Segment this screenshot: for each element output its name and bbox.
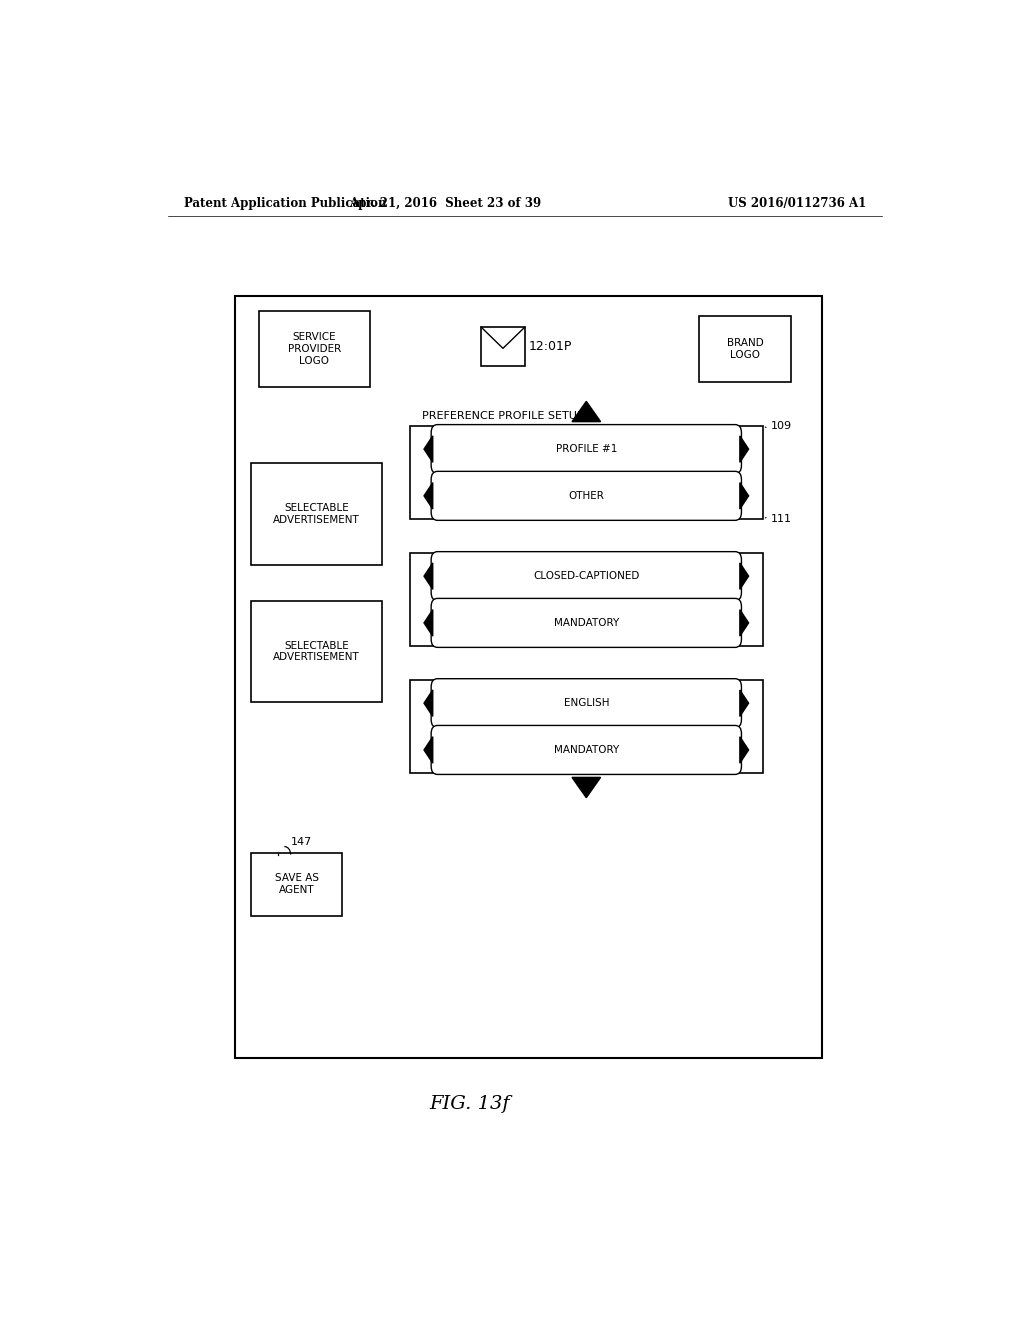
Text: US 2016/0112736 A1: US 2016/0112736 A1 bbox=[728, 197, 866, 210]
FancyBboxPatch shape bbox=[431, 471, 741, 520]
FancyBboxPatch shape bbox=[236, 296, 822, 1057]
Text: PROFILE #1: PROFILE #1 bbox=[556, 444, 617, 454]
FancyBboxPatch shape bbox=[410, 553, 763, 647]
FancyBboxPatch shape bbox=[251, 601, 382, 702]
Polygon shape bbox=[572, 777, 601, 797]
Polygon shape bbox=[424, 690, 433, 717]
Polygon shape bbox=[424, 562, 433, 589]
Polygon shape bbox=[424, 436, 433, 462]
Text: SELECTABLE
ADVERTISEMENT: SELECTABLE ADVERTISEMENT bbox=[273, 640, 359, 663]
FancyBboxPatch shape bbox=[431, 678, 741, 727]
FancyBboxPatch shape bbox=[259, 312, 370, 387]
Text: MANDATORY: MANDATORY bbox=[554, 744, 618, 755]
Text: OTHER: OTHER bbox=[568, 491, 604, 500]
Polygon shape bbox=[424, 610, 433, 636]
Text: 111: 111 bbox=[771, 515, 792, 524]
Text: Patent Application Publication: Patent Application Publication bbox=[183, 197, 386, 210]
Polygon shape bbox=[572, 401, 601, 421]
Polygon shape bbox=[424, 737, 433, 763]
Polygon shape bbox=[740, 690, 749, 717]
FancyBboxPatch shape bbox=[410, 680, 763, 774]
Text: BRAND
LOGO: BRAND LOGO bbox=[727, 338, 764, 360]
FancyBboxPatch shape bbox=[431, 552, 741, 601]
Text: 147: 147 bbox=[291, 837, 312, 846]
Text: FIG. 13f: FIG. 13f bbox=[429, 1094, 510, 1113]
Text: ENGLISH: ENGLISH bbox=[563, 698, 609, 709]
Text: SELECTABLE
ADVERTISEMENT: SELECTABLE ADVERTISEMENT bbox=[273, 503, 359, 525]
FancyBboxPatch shape bbox=[431, 425, 741, 474]
Polygon shape bbox=[740, 562, 749, 589]
FancyBboxPatch shape bbox=[251, 463, 382, 565]
Polygon shape bbox=[424, 483, 433, 510]
Polygon shape bbox=[740, 737, 749, 763]
Text: PREFERENCE PROFILE SETUP: PREFERENCE PROFILE SETUP bbox=[422, 411, 584, 421]
Polygon shape bbox=[740, 610, 749, 636]
Text: 12:01P: 12:01P bbox=[528, 341, 572, 352]
FancyBboxPatch shape bbox=[251, 853, 342, 916]
FancyBboxPatch shape bbox=[481, 327, 524, 366]
Text: 109: 109 bbox=[771, 421, 792, 430]
FancyBboxPatch shape bbox=[431, 598, 741, 647]
Text: Apr. 21, 2016  Sheet 23 of 39: Apr. 21, 2016 Sheet 23 of 39 bbox=[349, 197, 542, 210]
Text: SERVICE
PROVIDER
LOGO: SERVICE PROVIDER LOGO bbox=[288, 333, 341, 366]
FancyBboxPatch shape bbox=[431, 726, 741, 775]
FancyBboxPatch shape bbox=[410, 426, 763, 519]
FancyBboxPatch shape bbox=[699, 315, 791, 381]
Polygon shape bbox=[740, 483, 749, 510]
Text: SAVE AS
AGENT: SAVE AS AGENT bbox=[274, 874, 318, 895]
Text: MANDATORY: MANDATORY bbox=[554, 618, 618, 628]
Polygon shape bbox=[740, 436, 749, 462]
Text: CLOSED-CAPTIONED: CLOSED-CAPTIONED bbox=[534, 572, 640, 581]
